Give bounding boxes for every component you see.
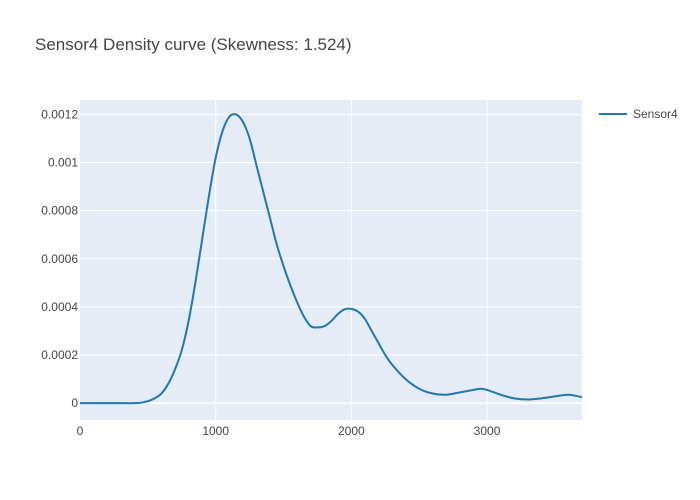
legend-label-sensor4: Sensor4 xyxy=(633,107,678,121)
y-tick-label: 0.001 xyxy=(48,156,78,170)
x-tick-label: 0 xyxy=(77,424,84,438)
chart-title: Sensor4 Density curve (Skewness: 1.524) xyxy=(35,35,352,54)
y-tick-label: 0.0008 xyxy=(41,204,78,218)
grid-lines xyxy=(80,100,582,420)
y-tick-label: 0.0012 xyxy=(41,107,78,121)
y-tick-label: 0.0002 xyxy=(41,348,78,362)
series-group xyxy=(80,113,583,405)
plot-area xyxy=(80,100,582,420)
series-line-sensor4 xyxy=(80,113,583,405)
y-tick-label: 0 xyxy=(71,396,78,410)
x-axis-ticks: 0 1000 2000 3000 xyxy=(77,424,501,438)
legend[interactable]: Sensor4 xyxy=(599,107,678,121)
x-tick-label: 2000 xyxy=(338,424,365,438)
x-tick-label: 1000 xyxy=(202,424,229,438)
y-axis-ticks: 0 0.0002 0.0004 0.0006 0.0008 0.001 0.0012 xyxy=(41,107,78,410)
x-tick-label: 3000 xyxy=(474,424,501,438)
y-tick-label: 0.0006 xyxy=(41,252,78,266)
y-tick-label: 0.0004 xyxy=(41,300,78,314)
